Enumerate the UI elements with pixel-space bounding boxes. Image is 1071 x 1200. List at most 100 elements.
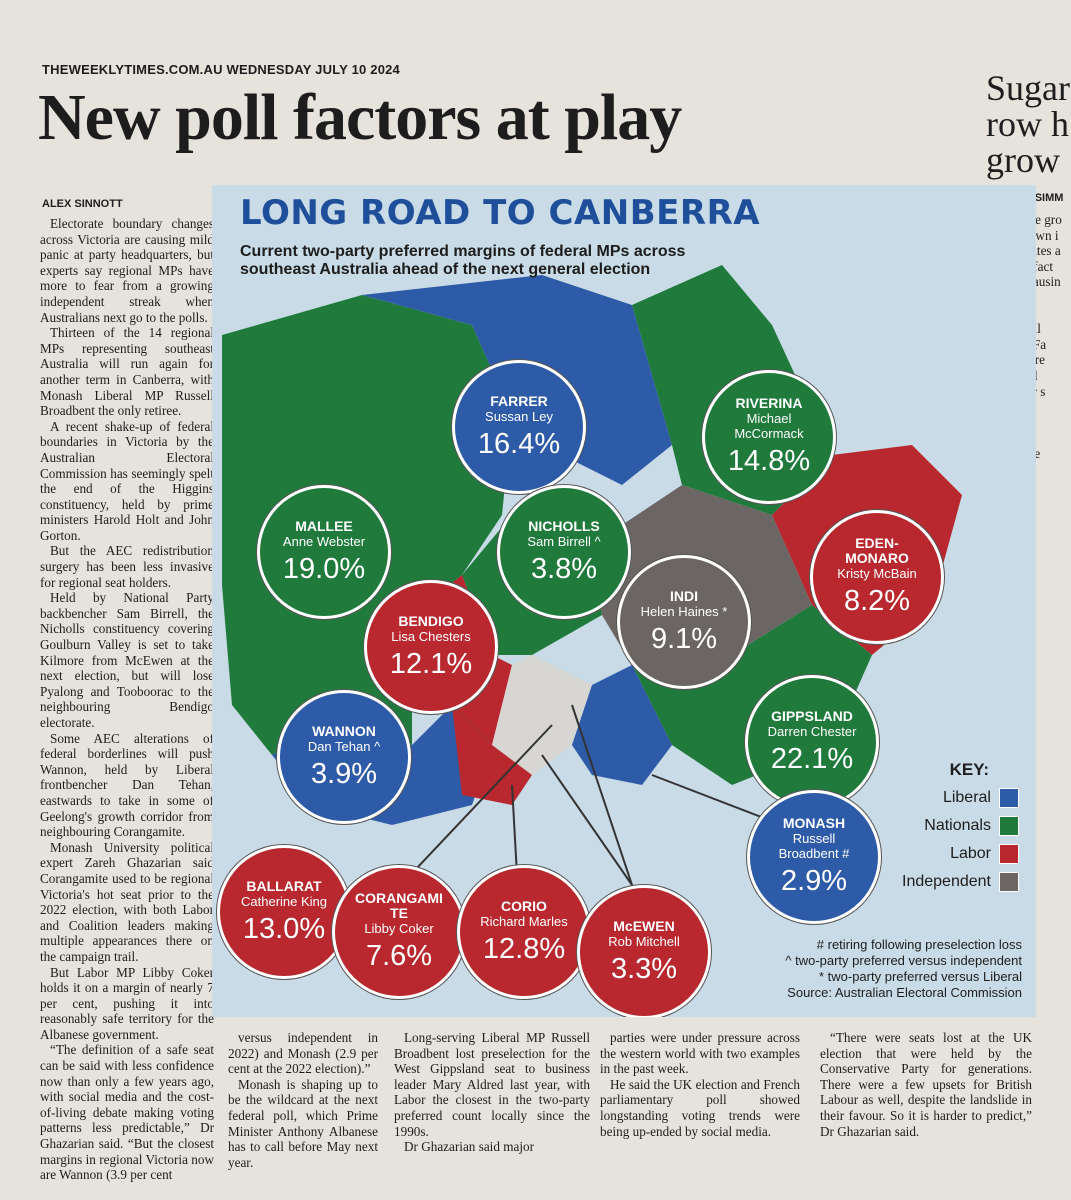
seat-mp: Dan Tehan ^ xyxy=(307,738,381,754)
seat-badge: WANNON Dan Tehan ^ 3.9% xyxy=(277,690,411,824)
seat-margin: 2.9% xyxy=(780,865,848,897)
key-row: Liberal xyxy=(902,784,1019,812)
side-headline-line: row h xyxy=(986,104,1069,144)
seat-mp: Helen Haines * xyxy=(640,603,728,619)
seat-badge: McEWEN Rob Mitchell 3.3% xyxy=(577,885,711,1017)
key-label: Independent xyxy=(902,873,991,890)
seat-margin: 19.0% xyxy=(282,552,366,585)
seat-name: RIVERINA xyxy=(735,395,803,411)
seat-name: GIPPSLAND xyxy=(771,707,853,724)
seat-name: WANNON xyxy=(312,722,376,739)
paragraph: He said the UK election and French parli… xyxy=(600,1076,800,1139)
seat-mp: Lisa Chesters xyxy=(391,628,471,644)
seat-name: CORANGAMITE xyxy=(355,890,443,921)
seat-margin: 12.1% xyxy=(389,647,473,680)
key-title: KEY: xyxy=(949,760,989,779)
seat-name: CORIO xyxy=(501,897,547,914)
column: parties were under pressure across the w… xyxy=(600,1030,800,1139)
paragraph: A recent shake-up of federal boundaries … xyxy=(40,418,214,543)
side-headline-line: Sugar xyxy=(986,70,1070,108)
seat-margin: 8.2% xyxy=(843,585,911,617)
paragraph: Long-serving Liberal MP Russell Broadben… xyxy=(394,1030,590,1139)
seat-name: MALLEE xyxy=(295,517,353,534)
seat-mp: Sam Birrell ^ xyxy=(527,533,601,549)
side-headline: Sugar row h grow xyxy=(986,70,1071,178)
graphic-subtitle: Current two-party preferred margins of f… xyxy=(240,243,686,278)
pointer xyxy=(511,784,518,876)
key-row: Nationals xyxy=(902,812,1019,840)
seat-badge: MONASH Russell Broadbent # 2.9% xyxy=(747,790,881,924)
seat-badge: INDI Helen Haines * 9.1% xyxy=(617,555,751,689)
seat-margin: 16.4% xyxy=(477,427,561,460)
seat-mp: Libby Coker xyxy=(364,921,434,936)
seat-margin: 3.3% xyxy=(610,952,678,985)
seat-margin: 14.8% xyxy=(727,445,811,477)
key-swatch xyxy=(998,816,1019,836)
seat-mp: Anne Webster xyxy=(282,533,366,549)
region-ballarat xyxy=(452,705,532,805)
byline: ALEX SINNOTT xyxy=(42,198,123,210)
seat-badge: BENDIGO Lisa Chesters 12.1% xyxy=(364,580,498,714)
seat-name: FARRER xyxy=(490,392,548,409)
paragraph: “The definition of a safe seat can be sa… xyxy=(40,1042,214,1183)
seat-name: NICHOLLS xyxy=(528,517,600,534)
seat-badge: CORIO Richard Marles 12.8% xyxy=(457,865,591,999)
seat-badge: MALLEE Anne Webster 19.0% xyxy=(257,485,391,619)
note: ^ two-party preferred versus independent xyxy=(785,953,1022,968)
seat-badge: EDEN-MONARO Kristy McBain 8.2% xyxy=(810,510,944,644)
seat-badge: BALLARAT Catherine King 13.0% xyxy=(217,845,351,979)
seat-name: McEWEN xyxy=(613,917,675,934)
seat-name: MONASH xyxy=(782,815,846,831)
seat-mp: Russell Broadbent # xyxy=(778,831,850,861)
seat-margin: 13.0% xyxy=(242,912,326,945)
seat-margin: 12.8% xyxy=(482,932,566,965)
graphic-title: LONG ROAD TO CANBERRA xyxy=(240,193,761,233)
seat-badge: NICHOLLS Sam Birrell ^ 3.8% xyxy=(497,485,631,619)
seat-name: EDEN-MONARO xyxy=(845,535,909,566)
paragraph: Electorate boundary changes across Victo… xyxy=(40,216,214,325)
seat-name: BENDIGO xyxy=(398,612,464,629)
notes: # retiring following preselection loss ^ … xyxy=(785,937,1022,1001)
paragraph: “There were seats lost at the UK electio… xyxy=(820,1030,1032,1139)
seat-margin: 9.1% xyxy=(650,622,718,655)
paragraph: Dr Ghazarian said major xyxy=(404,1139,534,1155)
region-metro xyxy=(492,655,592,775)
article: Electorate boundary changes across Victo… xyxy=(40,216,214,1200)
infographic: LONG ROAD TO CANBERRA Current two-party … xyxy=(212,185,1036,1017)
seat-badge: RIVERINA Michael McCormack 14.8% xyxy=(702,370,836,504)
paragraph: Thirteen of the 14 regional MPs represen… xyxy=(40,325,214,419)
key-label: Nationals xyxy=(924,817,991,834)
paragraph: But the AEC redistribution surgery has b… xyxy=(40,543,214,590)
key-label: Liberal xyxy=(942,789,991,806)
seat-badge: GIPPSLAND Darren Chester 22.1% xyxy=(745,675,879,809)
seat-mp: Richard Marles xyxy=(480,913,568,929)
region-monash xyxy=(572,665,672,785)
seat-margin: 3.8% xyxy=(530,552,598,585)
pointer xyxy=(541,754,633,886)
column: versus independent in 2022) and Monash (… xyxy=(228,1030,378,1170)
paragraph: Monash is shaping up to be the wildcard … xyxy=(228,1076,378,1170)
seat-mp: Catherine King xyxy=(241,893,327,909)
pointer xyxy=(571,704,643,916)
seat-margin: 7.6% xyxy=(365,940,433,972)
paragraph: Held by National Party backbencher Sam B… xyxy=(40,590,214,730)
paragraph: But Labor MP Libby Coker holds it on a m… xyxy=(40,964,214,1042)
note: Source: Australian Electoral Commission xyxy=(787,985,1022,1000)
headline: New poll factors at play xyxy=(38,81,682,154)
seat-margin: 3.9% xyxy=(310,757,378,790)
key: KEY: Liberal Nationals Labor Independent xyxy=(902,760,1019,896)
paragraph: Monash University political expert Zareh… xyxy=(40,839,214,964)
seat-mp: Rob Mitchell xyxy=(608,933,680,949)
seat-margin: 22.1% xyxy=(770,742,854,775)
paragraph: parties were under pressure across the w… xyxy=(600,1030,800,1077)
masthead: THEWEEKLYTIMES.COM.AU WEDNESDAY JULY 10 … xyxy=(42,62,400,77)
paragraph: versus independent in 2022) and Monash (… xyxy=(228,1030,378,1077)
seat-mp: Sussan Ley xyxy=(485,408,553,424)
seat-name: INDI xyxy=(670,587,698,604)
seat-badge: CORANGAMITE Libby Coker 7.6% xyxy=(332,865,466,999)
key-row: Independent xyxy=(902,868,1019,896)
seat-badge: FARRER Sussan Ley 16.4% xyxy=(452,360,586,494)
seat-mp: Michael McCormack xyxy=(734,411,804,441)
seat-mp: Darren Chester xyxy=(767,723,857,739)
